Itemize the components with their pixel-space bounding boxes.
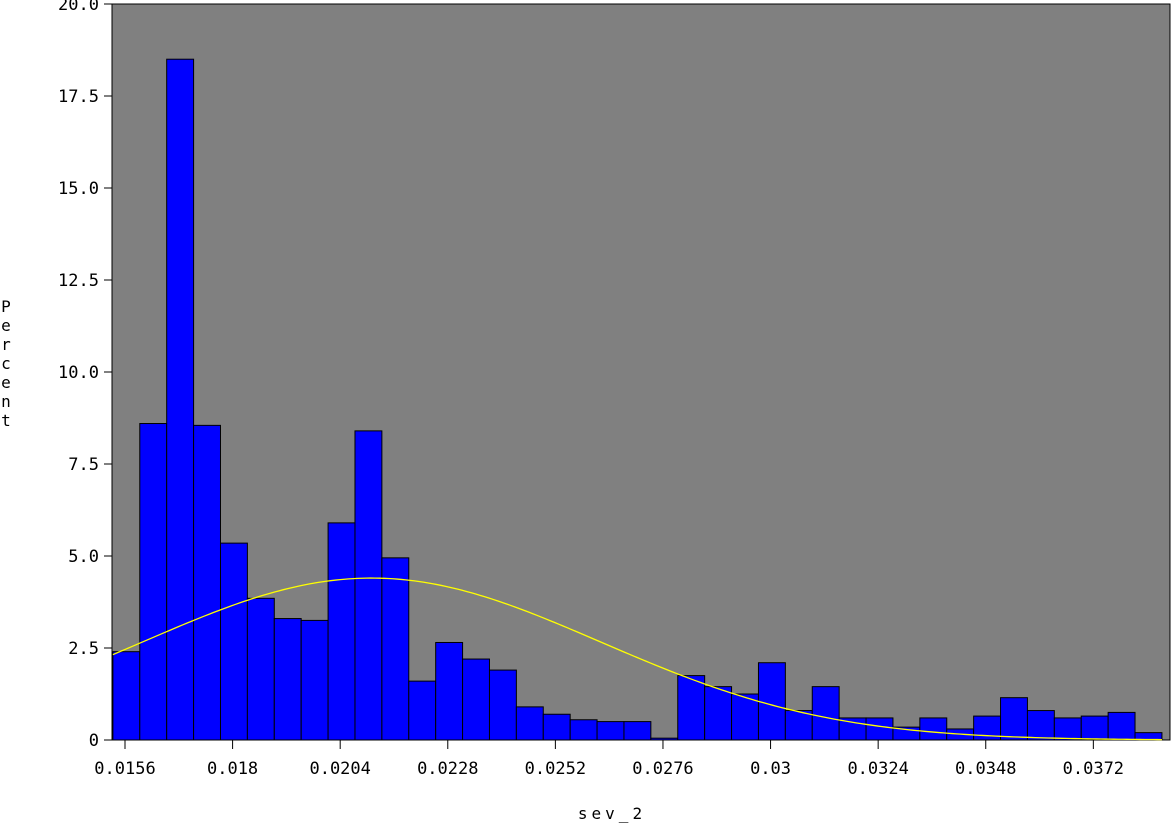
histogram-bar — [166, 58, 195, 741]
histogram-bar — [435, 641, 464, 741]
histogram-bar — [731, 693, 759, 741]
histogram-bar — [704, 686, 733, 741]
histogram-bar — [354, 430, 383, 741]
y-tick-label: 10.0 — [58, 363, 99, 383]
histogram-bar — [542, 713, 571, 741]
histogram-bar — [327, 522, 356, 741]
x-tick-label: 0.0372 — [1063, 759, 1124, 779]
y-tick-label: 2.5 — [68, 639, 99, 659]
histogram-bar — [1026, 710, 1055, 741]
histogram-bar — [919, 717, 948, 741]
x-axis-label: sev_2 — [578, 804, 646, 823]
histogram-bar — [677, 675, 706, 741]
x-tick-label: 0.018 — [207, 759, 258, 779]
y-tick-label: 20.0 — [58, 0, 99, 15]
y-tick-label: 15.0 — [58, 179, 99, 199]
x-tick-label: 0.0276 — [632, 759, 693, 779]
y-tick-label: 17.5 — [58, 87, 99, 107]
histogram-bar — [650, 737, 679, 741]
histogram-bar — [193, 424, 221, 741]
histogram-bar — [515, 706, 544, 741]
x-tick-label: 0.03 — [750, 759, 791, 779]
bars — [112, 58, 1163, 741]
histogram-bar — [112, 651, 141, 741]
histogram-bar — [219, 542, 248, 741]
x-tick-label: 0.0156 — [94, 759, 155, 779]
histogram-bar — [569, 719, 598, 741]
x-tick-label: 0.0228 — [417, 759, 478, 779]
histogram-bar — [1000, 697, 1028, 741]
histogram-bar — [623, 721, 652, 741]
histogram-bar — [596, 721, 625, 741]
y-tick-label: 5.0 — [68, 547, 99, 567]
histogram-bar — [408, 680, 437, 741]
y-tick-label: 0 — [89, 731, 99, 751]
y-axis: 0 2.5 5.0 7.5 10.0 12.5 15.0 17.5 20.0 — [58, 0, 112, 751]
x-tick-label: 0.0204 — [309, 759, 370, 779]
histogram-bar — [139, 423, 168, 741]
x-tick-label: 0.0348 — [955, 759, 1016, 779]
x-tick-label: 0.0252 — [525, 759, 586, 779]
histogram-bar — [246, 597, 275, 741]
histogram-bar — [462, 658, 490, 741]
x-axis: 0.0156 0.018 0.0204 0.0228 0.0252 0.0276 0.03 0… — [94, 740, 1124, 779]
histogram-bar — [1053, 717, 1082, 741]
histogram-bar — [811, 686, 840, 741]
normal-density-curve — [112, 577, 1162, 741]
y-tick-label: 7.5 — [68, 455, 99, 475]
x-tick-label: 0.0324 — [847, 759, 908, 779]
histogram-bar — [381, 557, 410, 741]
y-tick-label: 12.5 — [58, 271, 99, 291]
histogram-bar — [1107, 711, 1136, 741]
plot-area — [111, 3, 1171, 741]
histogram-bar — [865, 717, 894, 741]
histogram-bar — [488, 669, 517, 741]
histogram-bar — [273, 618, 302, 741]
histogram-bar — [757, 662, 786, 741]
histogram-bar — [1080, 715, 1109, 741]
histogram-bar — [784, 710, 813, 741]
histogram-bar — [300, 619, 329, 741]
